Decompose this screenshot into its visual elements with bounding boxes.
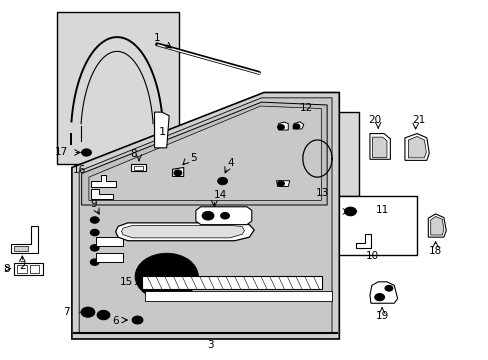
Text: 15: 15 <box>120 277 133 287</box>
Circle shape <box>220 180 224 183</box>
Text: 17: 17 <box>55 148 68 157</box>
Circle shape <box>277 181 284 186</box>
Bar <box>14 263 42 275</box>
Polygon shape <box>96 253 122 262</box>
Polygon shape <box>72 93 339 339</box>
Circle shape <box>102 314 105 316</box>
Text: 8: 8 <box>130 149 136 159</box>
Circle shape <box>90 245 99 251</box>
Text: 20: 20 <box>367 115 380 125</box>
Text: 12: 12 <box>300 103 313 113</box>
Polygon shape <box>91 175 116 187</box>
Polygon shape <box>427 214 446 237</box>
Circle shape <box>384 285 392 291</box>
Bar <box>17 265 27 273</box>
Text: 19: 19 <box>375 311 388 321</box>
Polygon shape <box>14 246 28 251</box>
Polygon shape <box>407 136 426 158</box>
Bar <box>30 265 39 273</box>
Circle shape <box>81 307 95 317</box>
Bar <box>336 196 416 255</box>
Text: 2: 2 <box>19 261 25 271</box>
Circle shape <box>84 309 92 315</box>
Circle shape <box>220 212 229 219</box>
Text: 1: 1 <box>153 33 160 43</box>
Text: 8: 8 <box>3 264 9 274</box>
Text: 6: 6 <box>112 316 119 326</box>
Text: 3: 3 <box>207 340 213 350</box>
Bar <box>131 164 146 171</box>
Text: 5: 5 <box>190 153 196 163</box>
Text: 10: 10 <box>365 251 378 261</box>
Polygon shape <box>79 98 331 334</box>
Circle shape <box>374 294 384 301</box>
Polygon shape <box>196 207 251 225</box>
Text: 16: 16 <box>72 165 85 175</box>
Polygon shape <box>276 181 289 186</box>
Bar <box>144 291 331 301</box>
Text: 14: 14 <box>213 190 226 200</box>
Text: 18: 18 <box>428 246 441 256</box>
Circle shape <box>90 259 99 265</box>
Polygon shape <box>430 216 443 235</box>
Polygon shape <box>91 189 113 199</box>
Polygon shape <box>369 134 389 159</box>
Polygon shape <box>404 134 428 160</box>
Polygon shape <box>154 112 169 148</box>
Polygon shape <box>372 137 386 157</box>
Circle shape <box>97 310 110 320</box>
Text: 21: 21 <box>411 115 425 125</box>
Polygon shape <box>116 223 254 241</box>
Bar <box>142 276 322 289</box>
Text: 9: 9 <box>90 199 97 209</box>
Polygon shape <box>96 237 122 246</box>
Polygon shape <box>172 167 183 176</box>
Text: 4: 4 <box>227 158 234 168</box>
Bar <box>271 112 358 196</box>
Polygon shape <box>89 106 321 201</box>
Circle shape <box>153 266 180 287</box>
Circle shape <box>202 211 213 220</box>
Circle shape <box>135 319 139 321</box>
Polygon shape <box>278 122 287 130</box>
Text: 7: 7 <box>62 307 69 317</box>
Polygon shape <box>81 102 326 205</box>
Circle shape <box>292 124 299 129</box>
Polygon shape <box>121 225 244 238</box>
Circle shape <box>81 149 91 156</box>
Polygon shape <box>369 282 397 303</box>
Circle shape <box>344 207 356 216</box>
Bar <box>134 166 143 170</box>
Circle shape <box>217 177 227 185</box>
Circle shape <box>132 316 142 324</box>
Circle shape <box>277 125 284 130</box>
Polygon shape <box>11 226 38 253</box>
Text: 11: 11 <box>375 205 388 215</box>
Text: 13: 13 <box>315 188 328 198</box>
Circle shape <box>161 272 172 281</box>
Circle shape <box>135 253 198 300</box>
Bar <box>57 12 179 164</box>
Circle shape <box>84 151 88 154</box>
Circle shape <box>143 259 190 294</box>
Circle shape <box>174 170 182 176</box>
Circle shape <box>90 217 99 223</box>
Polygon shape <box>356 234 370 248</box>
Polygon shape <box>292 122 303 129</box>
Circle shape <box>90 229 99 236</box>
Text: 1: 1 <box>159 127 166 137</box>
